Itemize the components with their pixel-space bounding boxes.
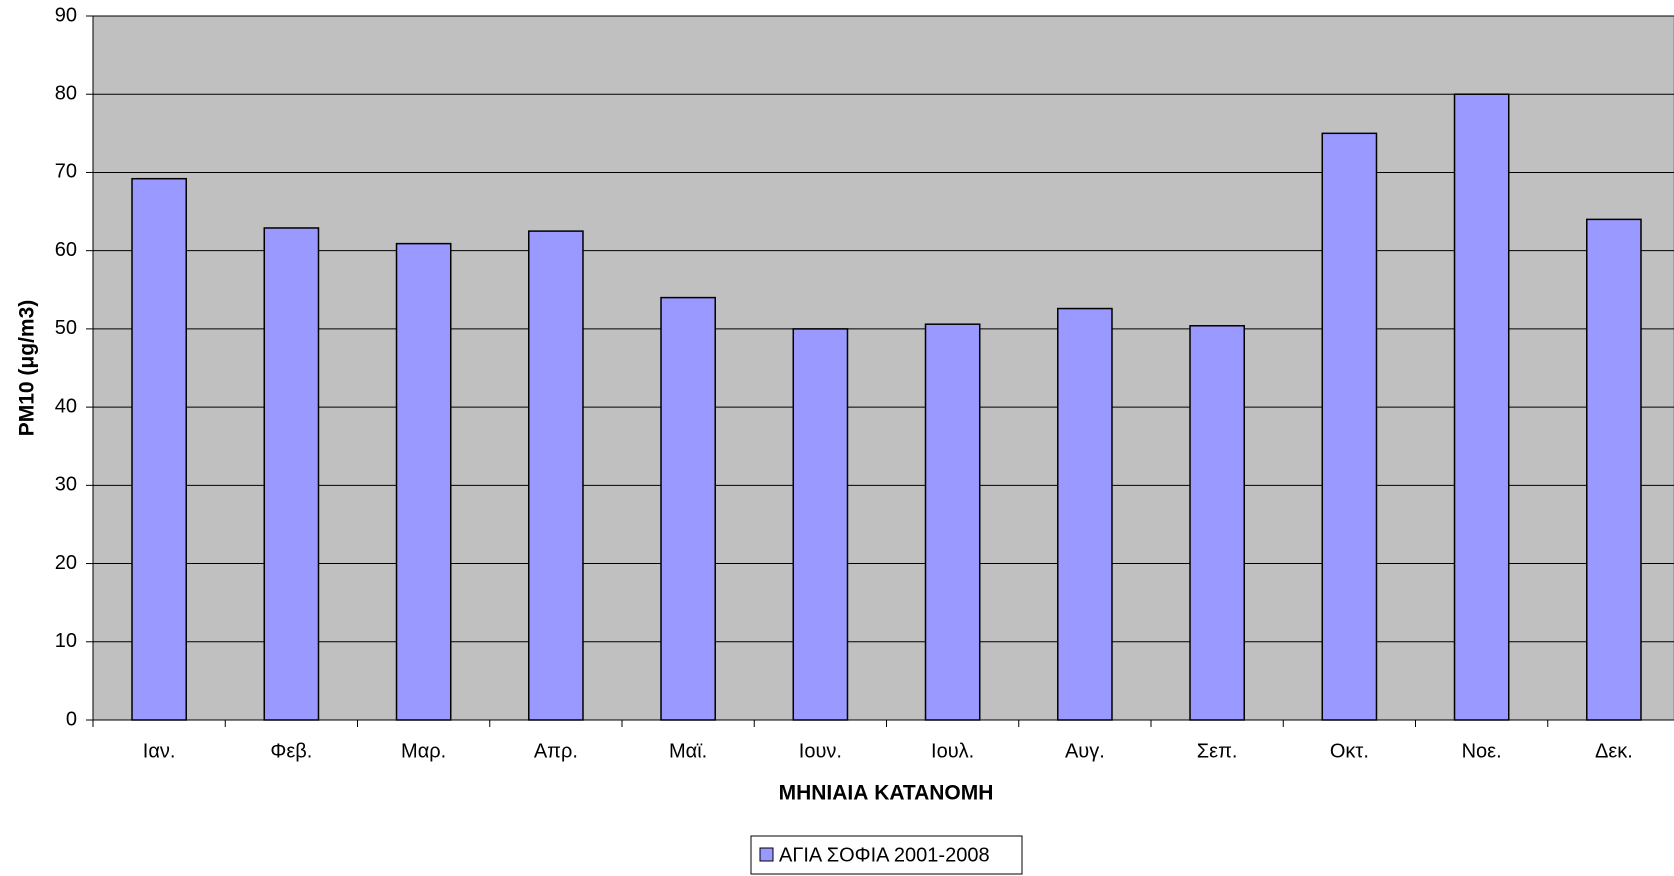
y-tick-label: 0 (66, 708, 77, 730)
legend-label: ΑΓΙΑ ΣΟΦΙΑ 2001-2008 (779, 844, 990, 866)
bar (1586, 218, 1642, 721)
x-tick-label: Ιουν. (799, 740, 842, 762)
bar (131, 177, 187, 721)
bar (924, 323, 981, 721)
x-tick-label: Μαρ. (401, 740, 446, 762)
y-tick-label: 70 (55, 161, 77, 183)
x-tick-label: Δεκ. (1595, 740, 1633, 762)
bar (1453, 93, 1510, 721)
x-tick-label: Μαϊ. (669, 740, 707, 762)
bar (395, 242, 452, 721)
x-tick-label: Σεπ. (1197, 740, 1238, 762)
y-tick-label: 40 (55, 395, 77, 417)
bar (263, 227, 320, 721)
y-tick-label: 80 (55, 83, 77, 105)
legend (750, 835, 1023, 875)
plot-area (92, 15, 1674, 721)
bar (1321, 132, 1378, 721)
y-tick-label: 20 (55, 552, 77, 574)
y-tick-label: 60 (55, 239, 77, 261)
y-tick-label: 90 (55, 4, 77, 26)
x-tick-label: Ιαν. (143, 740, 176, 762)
bar (528, 230, 584, 721)
x-tick-label: Απρ. (534, 740, 578, 762)
x-tick-label: Αυγ. (1065, 740, 1105, 762)
x-tick-label: Φεβ. (270, 740, 312, 762)
bar (1189, 325, 1245, 721)
y-tick-label: 30 (55, 474, 77, 496)
y-tick-label: 10 (55, 630, 77, 652)
bar (792, 328, 849, 721)
x-tick-label: Ιουλ. (931, 740, 974, 762)
y-axis-title: PM10 (μg/m3) (16, 300, 39, 437)
legend-swatch (759, 847, 774, 862)
x-tick-label: Οκτ. (1330, 740, 1369, 762)
bar (660, 296, 716, 721)
x-axis-title: ΜΗΝΙΑΙΑ ΚΑΤΑΝΟΜΗ (779, 782, 994, 805)
bar (1057, 307, 1113, 721)
y-tick-label: 50 (55, 317, 77, 339)
x-tick-label: Νοε. (1462, 740, 1502, 762)
